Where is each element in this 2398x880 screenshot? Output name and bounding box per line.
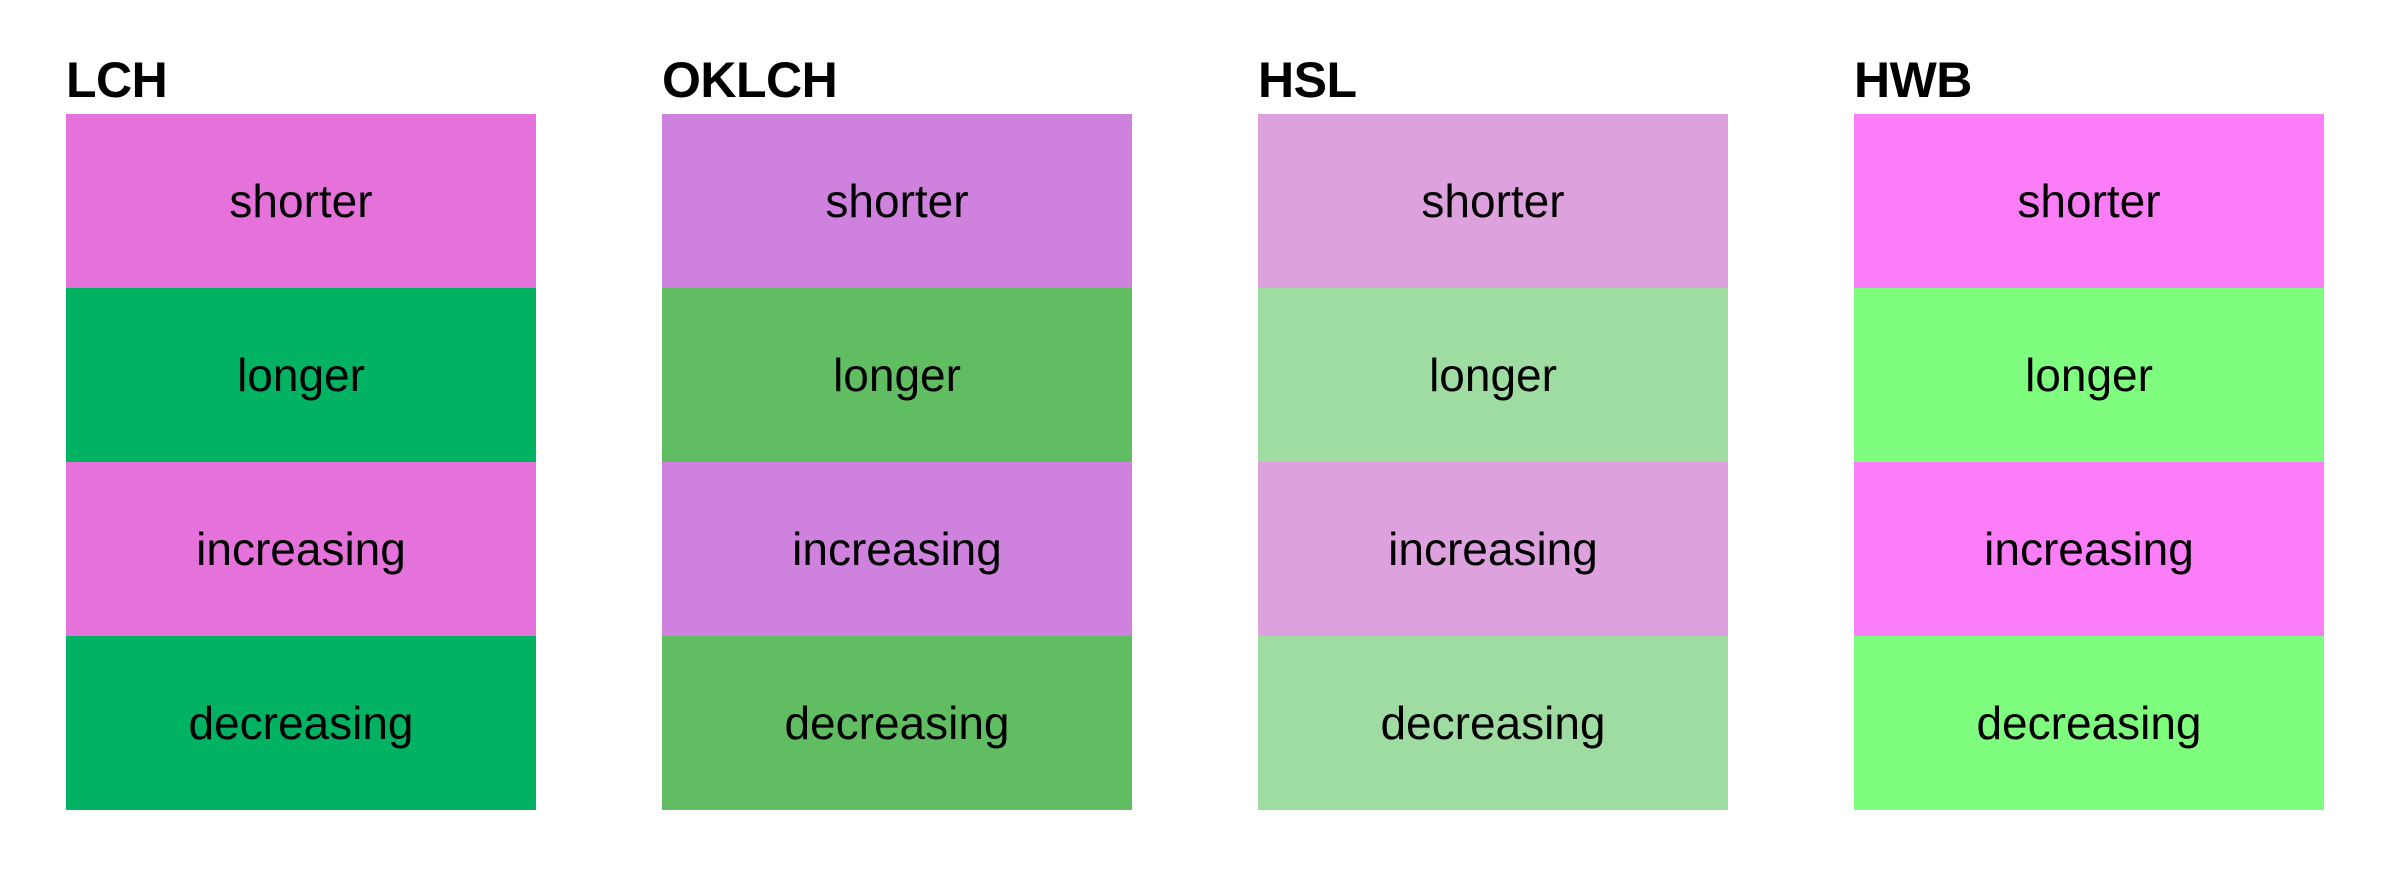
swatch-lch-decreasing: decreasing <box>66 636 536 810</box>
column-title-oklch: OKLCH <box>662 52 838 108</box>
swatch-oklch-increasing: increasing <box>662 462 1132 636</box>
column-lch: LCH shorter longer increasing decreasing <box>66 52 536 810</box>
swatch-hsl-decreasing: decreasing <box>1258 636 1728 810</box>
swatch-oklch-longer: longer <box>662 288 1132 462</box>
swatch-oklch-decreasing: decreasing <box>662 636 1132 810</box>
swatch-lch-shorter: shorter <box>66 114 536 288</box>
swatch-hwb-longer: longer <box>1854 288 2324 462</box>
swatch-oklch-shorter: shorter <box>662 114 1132 288</box>
color-space-comparison: LCH shorter longer increasing decreasing… <box>66 52 2324 810</box>
column-title-lch: LCH <box>66 52 168 108</box>
swatch-lch-longer: longer <box>66 288 536 462</box>
swatch-lch-increasing: increasing <box>66 462 536 636</box>
column-hsl: HSL shorter longer increasing decreasing <box>1258 52 1728 810</box>
column-hwb: HWB shorter longer increasing decreasing <box>1854 52 2324 810</box>
swatch-stack-hsl: shorter longer increasing decreasing <box>1258 114 1728 810</box>
column-title-hsl: HSL <box>1258 52 1357 108</box>
swatch-hsl-longer: longer <box>1258 288 1728 462</box>
swatch-hwb-increasing: increasing <box>1854 462 2324 636</box>
swatch-hwb-decreasing: decreasing <box>1854 636 2324 810</box>
swatch-stack-lch: shorter longer increasing decreasing <box>66 114 536 810</box>
swatch-hwb-shorter: shorter <box>1854 114 2324 288</box>
column-oklch: OKLCH shorter longer increasing decreasi… <box>662 52 1132 810</box>
swatch-stack-oklch: shorter longer increasing decreasing <box>662 114 1132 810</box>
swatch-hsl-increasing: increasing <box>1258 462 1728 636</box>
column-title-hwb: HWB <box>1854 52 1972 108</box>
swatch-stack-hwb: shorter longer increasing decreasing <box>1854 114 2324 810</box>
swatch-hsl-shorter: shorter <box>1258 114 1728 288</box>
